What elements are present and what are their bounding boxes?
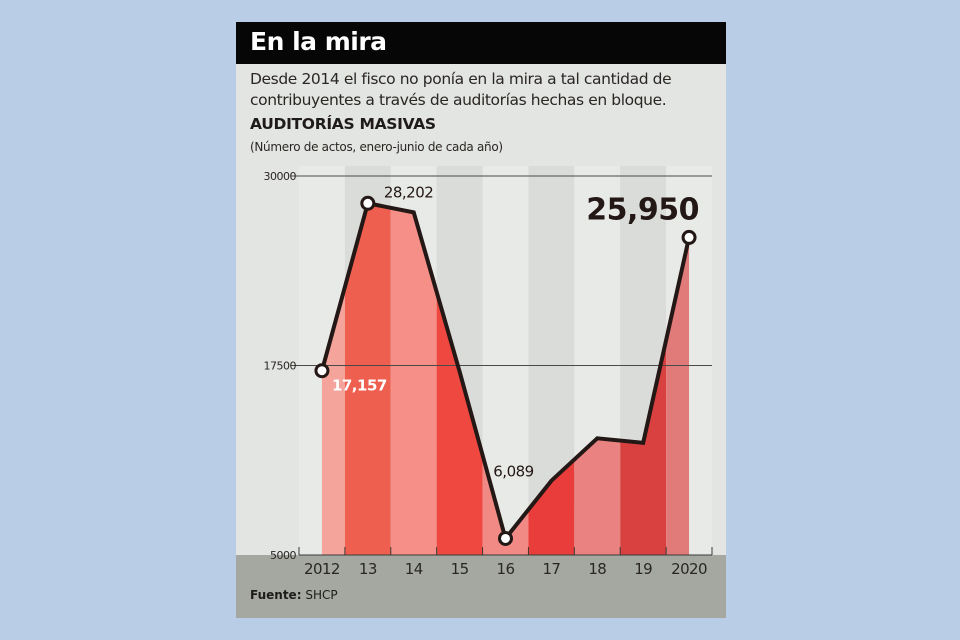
x-tick-label: 14 xyxy=(405,560,423,578)
title-bar: En la mira xyxy=(236,22,726,64)
data-point-marker xyxy=(314,363,330,379)
x-tick-label: 16 xyxy=(497,560,515,578)
data-point-marker xyxy=(498,530,513,546)
y-tick-label: 30000 xyxy=(264,170,297,183)
x-tick-label: 15 xyxy=(451,560,469,578)
subtitle: Desde 2014 el fisco no ponía en la mira … xyxy=(250,70,672,109)
area-fill-16 xyxy=(482,455,529,555)
data-label: 28,202 xyxy=(384,183,434,201)
source-label: Fuente: xyxy=(250,588,302,602)
area-fill-18 xyxy=(574,438,621,555)
area-chart: 5000 17500 30000 2012 13 14 15 16 17 18 19 2020 17,1… xyxy=(236,166,726,618)
footer-band xyxy=(236,555,726,618)
area-fill-13 xyxy=(344,203,391,555)
area-fill-15 xyxy=(436,291,483,555)
data-point-marker xyxy=(681,229,697,245)
page-title: En la mira xyxy=(250,27,387,56)
y-tick-label: 5000 xyxy=(270,549,296,562)
data-label: 6,089 xyxy=(493,462,533,480)
data-label: 25,950 xyxy=(586,192,699,227)
x-tick-label: 2020 xyxy=(671,560,707,578)
area-fill-17 xyxy=(528,459,575,555)
x-tick-label: 17 xyxy=(542,560,560,578)
x-tick-label: 13 xyxy=(359,560,377,578)
source-note: Fuente: SHCP xyxy=(250,588,338,602)
area-fill-14 xyxy=(390,207,437,555)
x-tick-label: 18 xyxy=(588,560,606,578)
data-label: 17,157 xyxy=(332,377,387,395)
chart-title: AUDITORÍAS MASIVAS xyxy=(250,115,436,133)
infographic-card: En la mira Desde 2014 el fisco no ponía … xyxy=(236,22,726,618)
data-point-marker xyxy=(360,195,376,211)
source-value: SHCP xyxy=(305,588,338,602)
chart-subtitle: (Número de actos, enero-junio de cada añ… xyxy=(250,140,503,154)
y-tick-label: 17500 xyxy=(264,360,297,373)
x-tick-label: 19 xyxy=(634,560,652,578)
x-tick-label: 2012 xyxy=(304,560,340,578)
